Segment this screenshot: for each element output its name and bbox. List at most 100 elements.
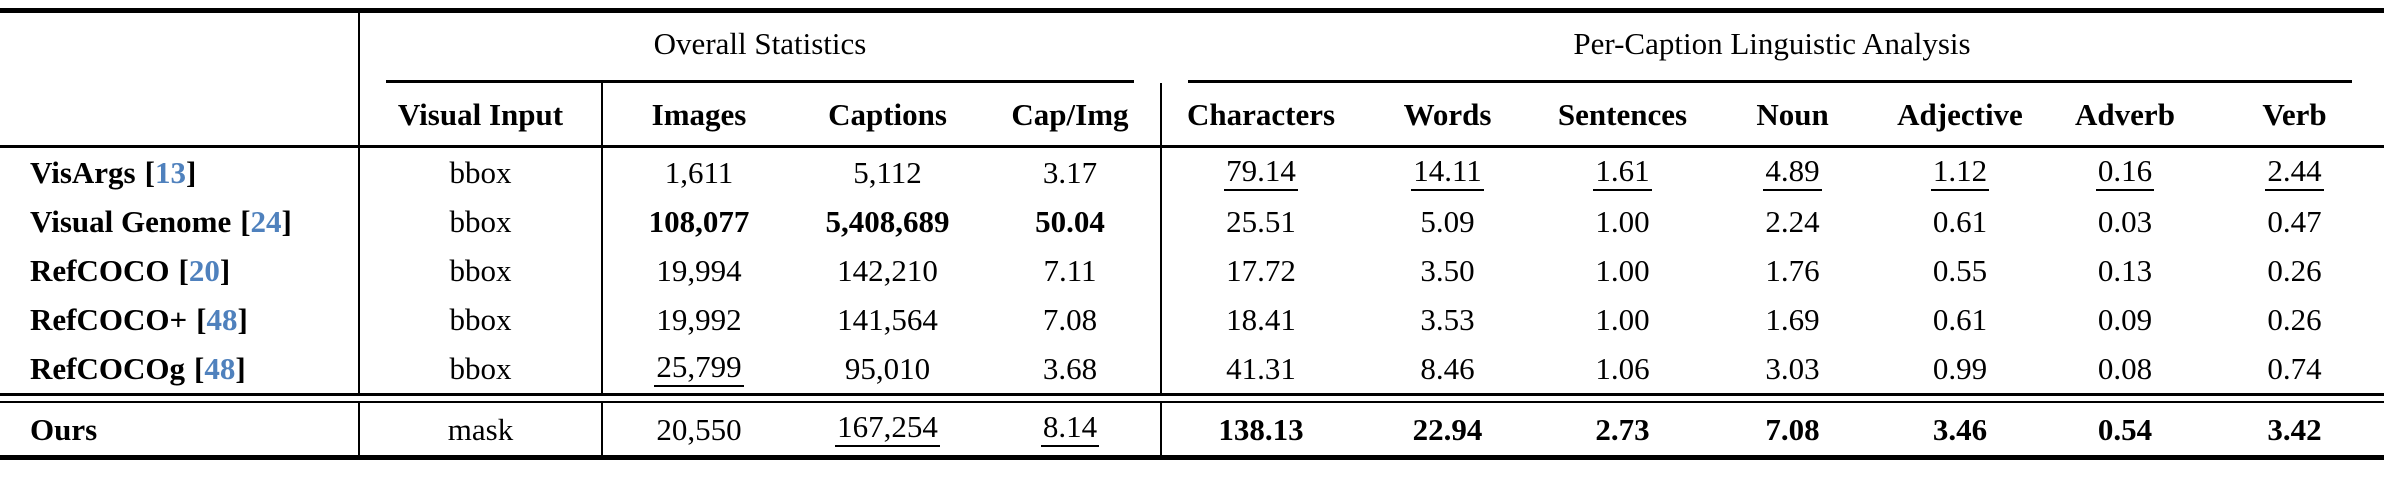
cell-value: 0.99 — [1932, 351, 1988, 386]
cmidrule-overall — [386, 80, 1134, 83]
cell-value: 0.61 — [1932, 302, 1988, 337]
cell-value: 108,077 — [648, 204, 750, 239]
group-header-overall-statistics: Overall Statistics — [360, 13, 1160, 83]
corner-spacer-cell — [0, 13, 360, 83]
table-cell: 3.53 — [1360, 295, 1535, 344]
citation-number[interactable]: 48 — [206, 302, 238, 337]
table-cell: 2.73 — [1535, 403, 1710, 455]
citation-link[interactable]: [48] — [194, 353, 246, 384]
table-cell: 1.76 — [1710, 246, 1875, 295]
cell-value: 0.54 — [2097, 411, 2153, 447]
table-cell: bbox — [360, 246, 603, 295]
table-cell: 19,994 — [603, 246, 795, 295]
cell-value: 3.68 — [1042, 351, 1098, 386]
cell-value: 0.13 — [2097, 253, 2153, 288]
dataset-name: Ours — [30, 411, 98, 447]
table-cell: 0.16 — [2045, 148, 2205, 197]
cell-value: 19,994 — [656, 253, 742, 288]
table-row: RefCOCOg [48] bbox 25,799 95,010 3.68 41.31 8.4… — [0, 344, 2384, 393]
citation-link[interactable]: [48] — [196, 304, 248, 335]
table-cell: 95,010 — [795, 344, 980, 393]
cell-value: 138.13 — [1218, 411, 1304, 447]
citation-number[interactable]: 13 — [154, 155, 186, 190]
table-cell: 3.42 — [2205, 403, 2384, 455]
cell-value: 7.11 — [1043, 253, 1097, 288]
cell-value: 0.74 — [2267, 351, 2322, 386]
cell-value: bbox — [449, 155, 512, 190]
table-cell: 2.44 — [2205, 148, 2384, 197]
table-cell: 3.03 — [1710, 344, 1875, 393]
cell-value: 8.46 — [1420, 351, 1475, 386]
column-header-words: Words — [1403, 96, 1492, 132]
table-cell: 18.41 — [1160, 295, 1360, 344]
table-cell: 0.08 — [2045, 344, 2205, 393]
table-cell: 5,112 — [795, 148, 980, 197]
cell-value: 5.09 — [1420, 204, 1475, 239]
table-cell: 7.08 — [980, 295, 1160, 344]
cell-value: 0.47 — [2267, 204, 2322, 239]
citation-bracket: ] — [219, 253, 231, 288]
table-cell: 25.51 — [1160, 197, 1360, 246]
citation-bracket: [ — [178, 253, 189, 288]
cell-value: 41.31 — [1226, 351, 1296, 386]
table-cell: 1.69 — [1710, 295, 1875, 344]
table-cell: 25,799 — [603, 344, 795, 393]
dataset-comparison-table: Overall Statistics Per-Caption Linguisti… — [0, 8, 2384, 460]
cell-value: 14.11 — [1411, 155, 1484, 191]
cell-value: bbox — [449, 204, 512, 239]
table-cell: mask — [360, 403, 603, 455]
column-header-adjective: Adjective — [1897, 96, 2023, 132]
group-header-per-caption-linguistic-analysis: Per-Caption Linguistic Analysis — [1160, 13, 2384, 83]
cell-value: bbox — [449, 302, 512, 337]
ours-section: Ours mask 20,550 167,254 8.14 138.13 22.94 2.73… — [0, 403, 2384, 455]
cell-value: 95,010 — [844, 351, 931, 386]
column-header-adverb: Adverb — [2075, 96, 2175, 132]
column-header-verb: Verb — [2262, 96, 2327, 132]
cell-value: 2.73 — [1595, 411, 1650, 447]
cell-value: 0.26 — [2267, 253, 2322, 288]
cell-value: 1.76 — [1765, 253, 1820, 288]
dataset-name: RefCOCOg — [30, 351, 185, 386]
row-label: RefCOCO [20] — [0, 246, 360, 295]
row-label: RefCOCOg [48] — [0, 344, 360, 393]
citation-bracket: [ — [196, 302, 207, 337]
table-cell: 0.03 — [2045, 197, 2205, 246]
citation-link[interactable]: [20] — [178, 255, 230, 286]
cell-value: 18.41 — [1226, 302, 1296, 337]
table-cell: 1,611 — [603, 148, 795, 197]
cell-value: 141,564 — [837, 302, 938, 337]
table-cell: 0.61 — [1875, 295, 2045, 344]
citation-bracket: [ — [144, 155, 155, 190]
row-label: VisArgs [13] — [0, 148, 360, 197]
column-header-sentences: Sentences — [1557, 96, 1688, 132]
cell-value: mask — [447, 411, 514, 447]
table-cell: 138.13 — [1160, 403, 1360, 455]
table-cell: 0.54 — [2045, 403, 2205, 455]
citation-number[interactable]: 20 — [188, 253, 220, 288]
cell-value: 2.24 — [1765, 204, 1820, 239]
cmidrule-percaption — [1188, 80, 2352, 83]
table-cell: 141,564 — [795, 295, 980, 344]
table-cell: 0.61 — [1875, 197, 2045, 246]
table-cell: 79.14 — [1160, 148, 1360, 197]
cell-value: 25,799 — [654, 351, 744, 387]
citation-bracket: ] — [281, 204, 292, 239]
cell-value: 7.08 — [1765, 411, 1820, 447]
column-header-captions: Captions — [828, 96, 947, 132]
table-cell: 20,550 — [603, 403, 795, 455]
table-cell: 0.13 — [2045, 246, 2205, 295]
citation-link[interactable]: [13] — [145, 157, 197, 188]
cell-value: 0.08 — [2097, 351, 2153, 386]
table-cell: 8.46 — [1360, 344, 1535, 393]
citation-number[interactable]: 24 — [250, 204, 282, 239]
citation-link[interactable]: [24] — [240, 206, 292, 237]
cell-value: 0.55 — [1932, 253, 1988, 288]
column-header-images: Images — [651, 96, 747, 132]
table-cell: 8.14 — [980, 403, 1160, 455]
table-cell: 108,077 — [603, 197, 795, 246]
bottom-rule — [0, 455, 2384, 460]
citation-number[interactable]: 48 — [204, 351, 236, 386]
group-header-label: Per-Caption Linguistic Analysis — [1573, 25, 1971, 61]
table-cell: 19,992 — [603, 295, 795, 344]
table-cell: 167,254 — [795, 403, 980, 455]
